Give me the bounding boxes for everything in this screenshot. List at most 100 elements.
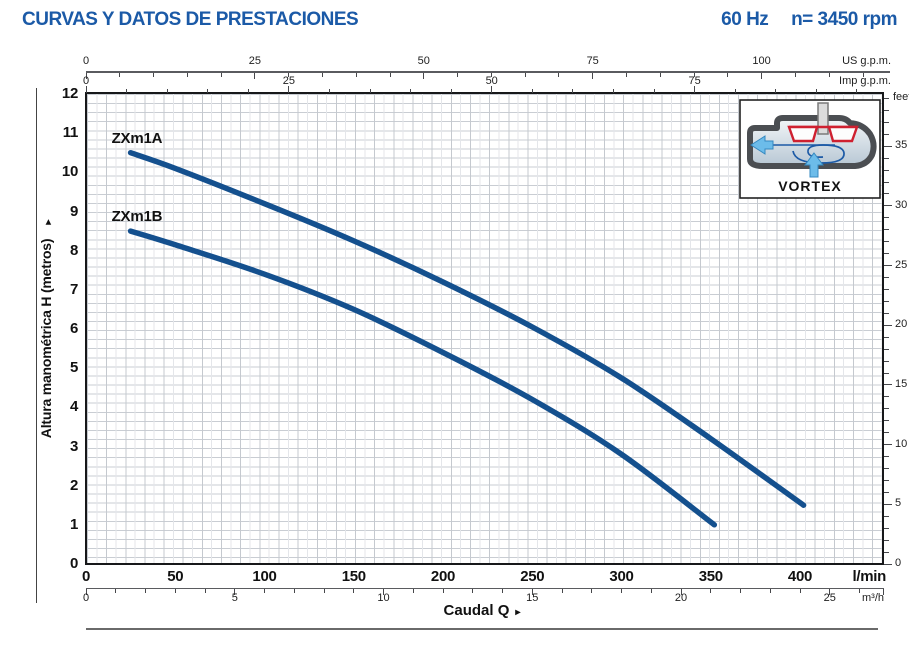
us-gpm-tick	[85, 73, 87, 79]
metros-tick-label: 3	[69, 437, 78, 455]
imp-gpm-tick	[694, 86, 696, 93]
m3h-tick	[502, 589, 503, 593]
imp-gpm-tick	[734, 89, 736, 93]
us-gpm-tick-label: 25	[248, 55, 262, 67]
feet-tick	[884, 456, 889, 458]
outlet-arrow-icon	[750, 135, 774, 155]
feet-tick-label: 15	[895, 377, 908, 390]
metros-tick-label: 4	[69, 398, 78, 416]
frequency-value: 60 Hz	[721, 9, 769, 30]
m3h-tick	[883, 589, 884, 595]
plot-area	[85, 92, 884, 565]
feet-tick	[884, 503, 892, 505]
feet-tick	[884, 145, 892, 147]
vortex-label: VORTEX	[778, 178, 842, 194]
feet-tick	[884, 217, 889, 219]
us-gpm-tick	[490, 73, 492, 77]
us-gpm-axis-name: US g.p.m.	[842, 55, 891, 67]
feet-tick	[884, 384, 892, 386]
us-gpm-tick	[862, 73, 864, 77]
feet-tick	[884, 97, 889, 99]
m3h-tick	[174, 589, 176, 593]
feet-tick	[884, 288, 889, 290]
feet-tick	[884, 265, 892, 266]
metros-tick-label: 8	[69, 241, 78, 259]
curve-ZXm1A	[127, 149, 807, 508]
us-gpm-tick	[322, 73, 323, 77]
feet-axis-name: feet	[893, 91, 909, 103]
feet-tick	[884, 527, 889, 529]
vortex-inset: VORTEX	[739, 99, 881, 199]
m3h-tick	[115, 589, 117, 593]
m3h-axis-name: m³/h	[862, 592, 884, 604]
imp-gpm-tick-label: 0	[82, 75, 90, 87]
us-gpm-axis-line	[86, 71, 890, 73]
x-axis-title-text: Caudal Q	[443, 602, 510, 619]
feet-tick	[884, 253, 889, 255]
m3h-tick	[323, 589, 325, 593]
us-gpm-tick	[389, 73, 391, 77]
left-page-rule	[36, 88, 37, 603]
imp-gpm-tick	[531, 89, 533, 93]
m3h-tick	[710, 589, 712, 593]
imp-gpm-tick	[572, 89, 574, 93]
feet-tick	[884, 420, 889, 422]
metros-tick-label: 0	[69, 555, 78, 572]
us-gpm-tick	[457, 73, 459, 77]
imp-gpm-tick	[288, 86, 290, 93]
feet-tick	[884, 360, 889, 362]
series-label-ZXm1B: ZXm1B	[111, 208, 163, 226]
imp-gpm-tick-label: 75	[688, 75, 701, 87]
us-gpm-tick	[153, 73, 155, 77]
feet-tick	[884, 372, 889, 374]
m3h-tick	[650, 589, 652, 593]
feet-tick	[884, 491, 889, 493]
us-gpm-tick	[626, 73, 627, 77]
feet-tick	[884, 229, 889, 231]
us-gpm-tick	[119, 73, 121, 77]
page-title: CURVAS Y DATOS DE PRESTACIONES	[22, 9, 359, 30]
m3h-tick	[472, 589, 474, 593]
feet-tick	[884, 312, 889, 314]
m3h-tick	[829, 589, 831, 595]
feet-tick-label: 35	[895, 139, 908, 152]
m3h-tick-label: 20	[674, 592, 688, 604]
metros-tick-label: 9	[69, 202, 78, 220]
metros-tick-label: 2	[69, 476, 78, 494]
imp-gpm-tick	[450, 89, 452, 93]
vortex-impeller-icon	[787, 125, 859, 143]
m3h-tick	[145, 589, 146, 593]
us-gpm-tick	[794, 73, 796, 77]
feet-tick	[884, 181, 889, 183]
pump-shaft	[817, 102, 829, 135]
imp-gpm-axis-name: Imp g.p.m.	[839, 75, 891, 87]
feet-tick	[884, 336, 889, 338]
m3h-tick	[353, 589, 355, 593]
m3h-tick	[531, 589, 533, 595]
pump-curves-svg	[127, 149, 807, 528]
metros-tick-label: 12	[61, 85, 78, 102]
speed-value: n= 3450 rpm	[791, 9, 897, 30]
feet-tick	[884, 157, 889, 159]
m3h-tick	[204, 589, 206, 593]
us-gpm-tick	[254, 73, 256, 79]
imp-gpm-tick	[491, 86, 493, 93]
m3h-tick-label: 25	[823, 592, 836, 604]
us-gpm-tick-label: 75	[586, 55, 599, 67]
metros-tick-label: 1	[69, 515, 78, 533]
m3h-tick	[621, 589, 622, 593]
feet-tick	[884, 169, 889, 171]
feet-tick	[884, 121, 889, 123]
imp-gpm-tick	[247, 89, 249, 93]
feet-tick	[884, 479, 889, 481]
inlet-arrow-icon	[804, 152, 824, 178]
imp-gpm-tick	[166, 89, 168, 93]
lmin-tick-label: 350	[698, 568, 723, 585]
feet-tick-label: 0	[895, 557, 902, 569]
x-axis-title: Caudal Q ▸	[382, 602, 582, 619]
feet-tick	[884, 551, 889, 553]
m3h-tick	[264, 589, 265, 593]
metros-tick-label: 7	[69, 280, 78, 298]
